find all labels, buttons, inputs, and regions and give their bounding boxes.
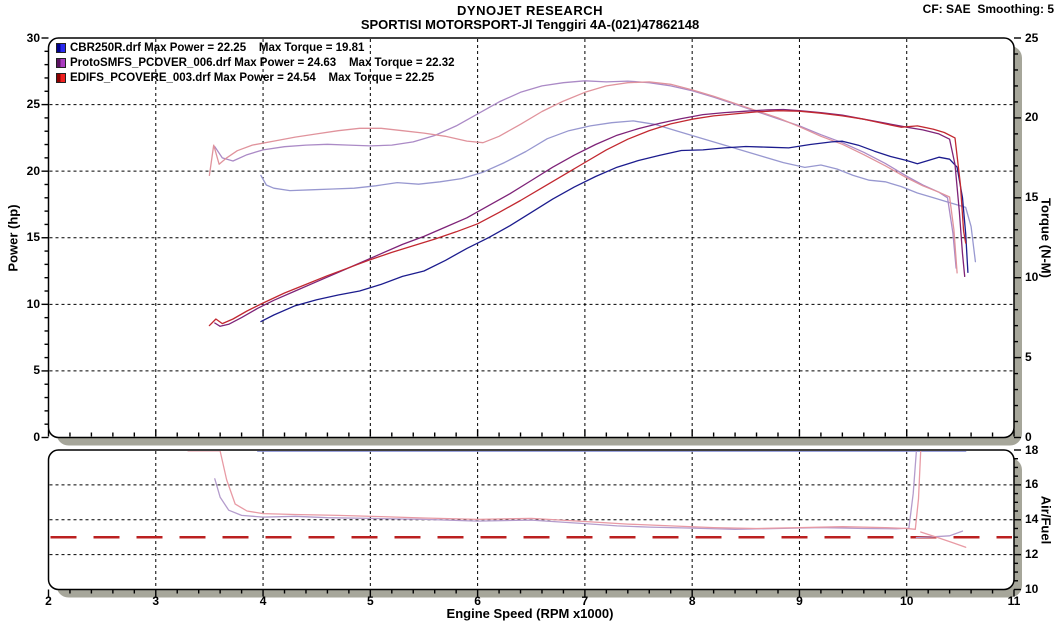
app-title: DYNOJET RESEARCH: [457, 3, 603, 18]
run-legend: CBR250R.drf Max Power = 22.25 Max Torque…: [56, 41, 455, 86]
legend-run-label: ProtoSMFS_PCOVER_006.drf Max Power = 24.…: [70, 57, 455, 69]
rpm-tick-label: 6: [474, 594, 481, 608]
rpm-tick-label: 5: [366, 594, 374, 608]
rpm-tick-label: 11: [1007, 594, 1021, 608]
rpm-tick-label: 7: [581, 594, 589, 608]
power-tick-label: 0: [33, 430, 40, 444]
power-tick-label: 25: [26, 97, 40, 112]
legend-row-protosmfs: ProtoSMFS_PCOVER_006.drf Max Power = 24.…: [56, 56, 455, 70]
torque-tick-label: 0: [1025, 430, 1032, 444]
curve-edifs-power: [208, 110, 967, 327]
power-tick-label: 10: [26, 296, 40, 311]
curve-protosmfs-torque: [214, 80, 957, 269]
torque-tick-label: 15: [1025, 190, 1039, 205]
legend-run-label: CBR250R.drf Max Power = 22.25 Max Torque…: [70, 42, 365, 54]
torque-tick-label: 10: [1025, 270, 1039, 285]
curve-edifs-afr: [187, 451, 922, 530]
power-tick-label: 30: [26, 30, 40, 45]
curve-edifs-torque: [208, 81, 958, 274]
rpm-tick-label: 4: [259, 594, 267, 608]
correction-smoothing-info: CF: SAE Smoothing: 5: [922, 2, 1054, 16]
rpm-tick-label: 8: [688, 594, 696, 608]
rpm-tick-label: 10: [900, 594, 914, 608]
power-tick-label: 20: [26, 163, 40, 178]
rpm-tick-label: 9: [796, 594, 803, 608]
run-color-swatch: [56, 58, 66, 68]
curve-protosmfs-afr-tail: [915, 530, 964, 539]
curve-protosmfs-afr: [214, 451, 918, 530]
afr-tick-label: 16: [1025, 477, 1039, 492]
curve-edifs-afr-tail: [920, 531, 967, 548]
power-tick-label: 5: [33, 363, 40, 378]
legend-row-edifs: EDIFS_PCOVERE_003.drf Max Power = 24.54 …: [56, 71, 455, 85]
afr-tick-label: 10: [1025, 582, 1039, 596]
afr-tick-label: 12: [1025, 547, 1039, 562]
curve-cbr250r-power: [260, 140, 969, 323]
torque-tick-label: 20: [1025, 110, 1039, 125]
run-color-swatch: [56, 73, 66, 83]
rpm-tick-label: 2: [45, 594, 52, 608]
rpm-tick-label: 3: [152, 594, 160, 608]
legend-row-cbr250r: CBR250R.drf Max Power = 22.25 Max Torque…: [56, 41, 455, 55]
legend-run-label: EDIFS_PCOVERE_003.drf Max Power = 24.54 …: [70, 72, 435, 84]
torque-tick-label: 25: [1025, 30, 1039, 45]
run-color-swatch: [56, 43, 66, 53]
afr-tick-label: 14: [1025, 512, 1039, 527]
torque-tick-label: 5: [1025, 350, 1032, 365]
x-axis-title: Engine Speed (RPM x1000): [446, 606, 614, 621]
torque-axis-label: Torque (N-M): [1038, 198, 1054, 278]
shop-subtitle: SPORTISI MOTORSPORT-Jl Tenggiri 4A-(021)…: [360, 17, 700, 32]
afr-tick-label: 18: [1025, 442, 1039, 457]
curve-cbr250r-torque: [260, 120, 977, 263]
power-tick-label: 15: [26, 230, 40, 245]
